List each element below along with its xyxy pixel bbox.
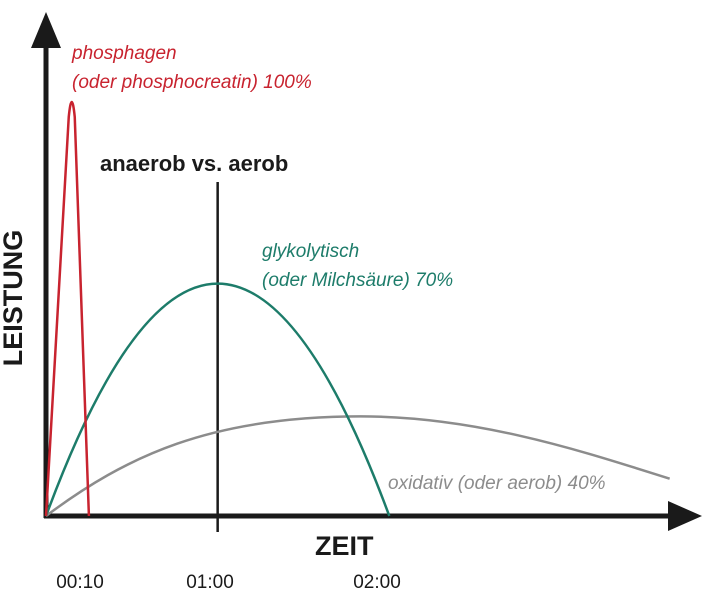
x-axis-title: ZEIT — [315, 531, 374, 561]
y-axis-title: LEISTUNG — [0, 230, 28, 367]
series-line-phosphagen — [44, 100, 91, 517]
divider-label: anaerob vs. aerob — [100, 151, 288, 176]
x-axis-arrow — [668, 501, 702, 531]
series-line-oxidativ — [45, 415, 671, 518]
oxidativ-label: oxidativ (oder aerob) 40% — [388, 473, 606, 494]
glykolytisch-label: glykolytisch (oder Milchsäure) 70% — [262, 241, 453, 291]
glykolytisch-label-line-1: glykolytisch — [262, 241, 359, 262]
phosphagen-label: phosphagen (oder phosphocreatin) 100% — [71, 43, 312, 93]
y-axis-arrow — [31, 12, 61, 48]
x-tick-label: 01:00 — [186, 572, 234, 593]
x-tick-label: 02:00 — [353, 572, 401, 593]
phosphagen-label-line-1: phosphagen — [71, 43, 177, 64]
glykolytisch-label-line-2: (oder Milchsäure) 70% — [262, 270, 453, 291]
series-line-glykolytisch — [44, 282, 391, 517]
phosphagen-label-line-2: (oder phosphocreatin) 100% — [72, 72, 312, 93]
x-tick-label: 00:10 — [56, 572, 104, 593]
